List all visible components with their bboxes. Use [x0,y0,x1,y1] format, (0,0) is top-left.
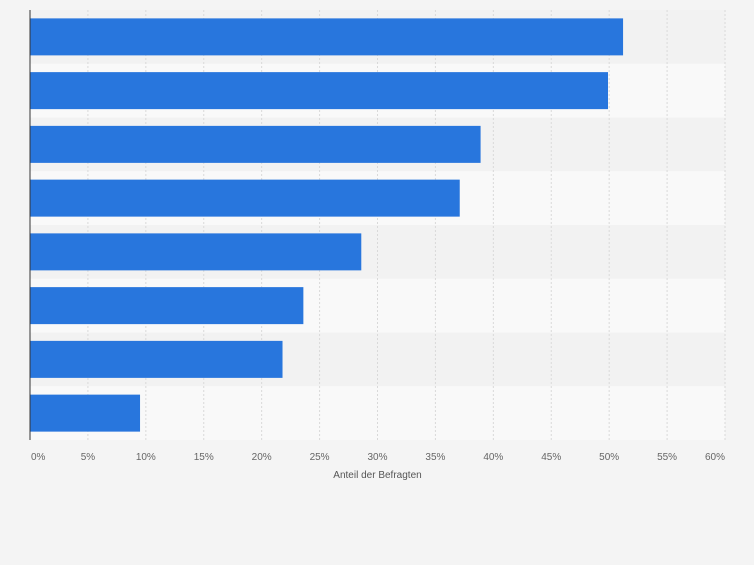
x-tick-label: 55% [657,452,677,463]
bar[interactable] [30,179,460,217]
x-axis-tick-labels: 0% 5% 10% 15% 20% 25% 30% 35% 40% 45% 50% 55% 60% [31,452,725,463]
x-axis-title: Anteil der Befragten [333,470,421,481]
bar[interactable] [30,72,609,110]
bar[interactable] [30,125,481,163]
x-tick-label: 35% [425,452,445,463]
x-tick-label: 50% [599,452,619,463]
bar[interactable] [30,233,362,271]
x-tick-label: 45% [541,452,561,463]
bar[interactable] [30,287,304,325]
x-tick-label: 30% [367,452,387,463]
x-tick-label: 40% [483,452,503,463]
x-tick-label: 60% [705,452,725,463]
x-tick-label: 15% [194,452,214,463]
bar[interactable] [30,394,141,432]
bars [30,18,624,432]
x-tick-label: 20% [252,452,272,463]
x-tick-label: 10% [136,452,156,463]
bar[interactable] [30,340,283,378]
x-tick-label: 0% [31,452,46,463]
x-tick-label: 25% [310,452,330,463]
x-tick-label: 5% [81,452,96,463]
bar[interactable] [30,18,624,56]
